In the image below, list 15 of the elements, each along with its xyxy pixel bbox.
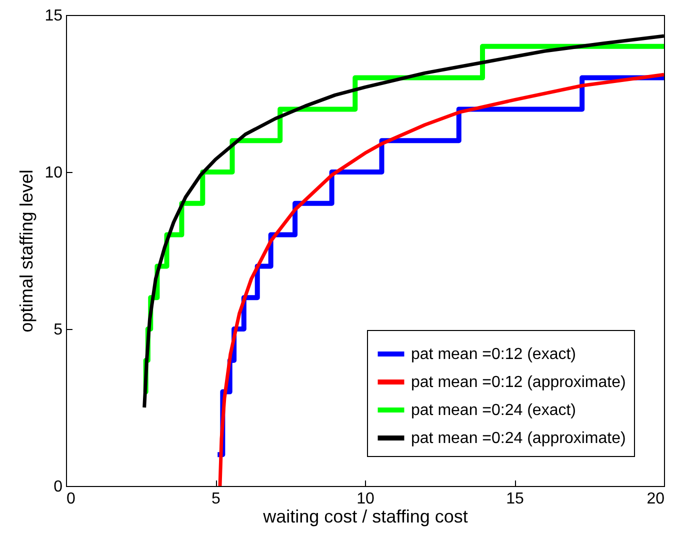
x-tick-label: 5 (212, 490, 221, 508)
y-axis-title: optimal staffing level (16, 170, 37, 332)
y-tick-label: 15 (44, 8, 63, 24)
x-tick-label: 20 (646, 490, 665, 508)
legend-label: pat mean =0:12 (approximate) (411, 374, 626, 391)
y-tick-label: 0 (54, 478, 63, 496)
x-axis-title: waiting cost / staffing cost (262, 506, 468, 526)
x-tick-label: 15 (506, 490, 524, 508)
legend-label: pat mean =0:12 (exact) (411, 346, 576, 363)
x-tick-label: 0 (66, 490, 76, 508)
x-tick-label: 10 (356, 490, 374, 508)
y-tick-label: 10 (44, 164, 63, 182)
y-tick-label: 5 (54, 322, 63, 338)
legend-label: pat mean =0:24 (approximate) (411, 430, 626, 447)
legend-label: pat mean =0:24 (exact) (411, 402, 576, 419)
